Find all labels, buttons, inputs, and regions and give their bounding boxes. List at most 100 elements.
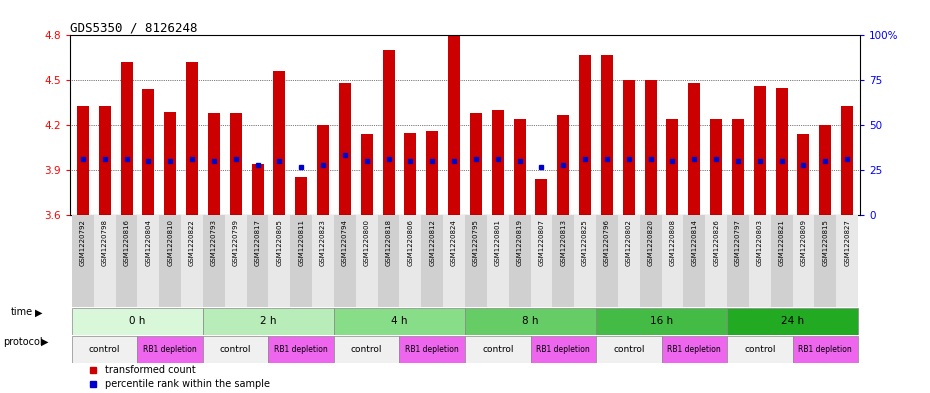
Text: GSM1220794: GSM1220794 bbox=[342, 219, 348, 266]
Text: GSM1220792: GSM1220792 bbox=[80, 219, 86, 266]
Text: GSM1220801: GSM1220801 bbox=[495, 219, 500, 266]
Text: GSM1220826: GSM1220826 bbox=[713, 219, 719, 266]
Bar bbox=[623, 80, 635, 215]
Bar bbox=[208, 113, 219, 215]
Bar bbox=[771, 215, 792, 307]
Text: GSM1220798: GSM1220798 bbox=[101, 219, 108, 266]
Text: GSM1220795: GSM1220795 bbox=[473, 219, 479, 266]
Text: GSM1220819: GSM1220819 bbox=[516, 219, 523, 266]
Bar bbox=[138, 215, 159, 307]
Text: GSM1220823: GSM1220823 bbox=[320, 219, 326, 266]
Bar bbox=[596, 336, 661, 363]
Text: GSM1220793: GSM1220793 bbox=[211, 219, 217, 266]
Bar bbox=[77, 106, 89, 215]
Text: GSM1220796: GSM1220796 bbox=[604, 219, 610, 266]
Text: control: control bbox=[744, 345, 776, 354]
Text: GSM1220824: GSM1220824 bbox=[451, 219, 457, 266]
Bar bbox=[72, 336, 138, 363]
Bar bbox=[203, 336, 269, 363]
Bar bbox=[667, 119, 679, 215]
Bar bbox=[159, 215, 181, 307]
Bar bbox=[486, 215, 509, 307]
Bar bbox=[334, 336, 400, 363]
Bar bbox=[115, 215, 138, 307]
Bar bbox=[361, 134, 373, 215]
Bar bbox=[727, 336, 792, 363]
Bar bbox=[465, 215, 486, 307]
Bar bbox=[465, 336, 530, 363]
Bar bbox=[601, 55, 613, 215]
Text: GSM1220810: GSM1220810 bbox=[167, 219, 173, 266]
Text: transformed count: transformed count bbox=[105, 365, 196, 375]
Bar bbox=[492, 110, 504, 215]
Bar bbox=[138, 336, 203, 363]
Bar bbox=[334, 308, 465, 335]
Bar bbox=[72, 215, 94, 307]
Text: time: time bbox=[11, 307, 33, 318]
Bar bbox=[246, 215, 269, 307]
Text: RB1 depletion: RB1 depletion bbox=[668, 345, 721, 354]
Text: ▶: ▶ bbox=[35, 307, 43, 318]
Bar bbox=[688, 83, 700, 215]
Text: GSM1220803: GSM1220803 bbox=[757, 219, 763, 266]
Bar bbox=[776, 88, 788, 215]
Text: control: control bbox=[482, 345, 513, 354]
Bar bbox=[426, 131, 438, 215]
Bar bbox=[181, 215, 203, 307]
Text: GSM1220813: GSM1220813 bbox=[560, 219, 566, 266]
Text: 8 h: 8 h bbox=[523, 316, 538, 326]
Bar bbox=[640, 215, 661, 307]
Bar bbox=[618, 215, 640, 307]
Bar bbox=[711, 119, 722, 215]
Bar bbox=[530, 215, 552, 307]
Text: GSM1220818: GSM1220818 bbox=[386, 219, 392, 266]
Text: GSM1220812: GSM1220812 bbox=[430, 219, 435, 266]
Bar bbox=[792, 336, 858, 363]
Text: control: control bbox=[613, 345, 644, 354]
Text: GSM1220811: GSM1220811 bbox=[299, 219, 304, 266]
Bar bbox=[72, 308, 203, 335]
Text: RB1 depletion: RB1 depletion bbox=[799, 345, 852, 354]
Bar bbox=[382, 50, 394, 215]
Bar bbox=[465, 308, 596, 335]
Bar bbox=[203, 215, 225, 307]
Bar bbox=[727, 308, 858, 335]
Text: 16 h: 16 h bbox=[650, 316, 673, 326]
Bar bbox=[230, 113, 242, 215]
Text: 4 h: 4 h bbox=[392, 316, 407, 326]
Text: percentile rank within the sample: percentile rank within the sample bbox=[105, 379, 271, 389]
Bar bbox=[94, 215, 115, 307]
Bar bbox=[819, 125, 831, 215]
Bar bbox=[797, 134, 809, 215]
Text: control: control bbox=[351, 345, 382, 354]
Bar bbox=[684, 215, 705, 307]
Bar bbox=[727, 215, 749, 307]
Bar bbox=[470, 113, 482, 215]
Text: 24 h: 24 h bbox=[781, 316, 804, 326]
Text: GSM1220825: GSM1220825 bbox=[582, 219, 588, 266]
Text: GSM1220808: GSM1220808 bbox=[670, 219, 675, 266]
Bar bbox=[269, 336, 334, 363]
Text: GSM1220820: GSM1220820 bbox=[647, 219, 654, 266]
Bar bbox=[815, 215, 836, 307]
Text: GSM1220807: GSM1220807 bbox=[538, 219, 544, 266]
Bar bbox=[574, 215, 596, 307]
Text: GSM1220827: GSM1220827 bbox=[844, 219, 850, 266]
Bar bbox=[530, 336, 596, 363]
Bar bbox=[644, 80, 657, 215]
Bar bbox=[186, 62, 198, 215]
Bar bbox=[339, 83, 351, 215]
Bar bbox=[841, 106, 853, 215]
Text: control: control bbox=[220, 345, 251, 354]
Text: GSM1220809: GSM1220809 bbox=[801, 219, 806, 266]
Bar bbox=[378, 215, 400, 307]
Bar bbox=[269, 215, 290, 307]
Bar bbox=[203, 308, 334, 335]
Bar bbox=[596, 215, 618, 307]
Text: GSM1220814: GSM1220814 bbox=[691, 219, 698, 266]
Text: ▶: ▶ bbox=[41, 337, 48, 347]
Bar bbox=[225, 215, 246, 307]
Bar bbox=[405, 132, 417, 215]
Text: protocol: protocol bbox=[3, 337, 43, 347]
Bar bbox=[251, 164, 263, 215]
